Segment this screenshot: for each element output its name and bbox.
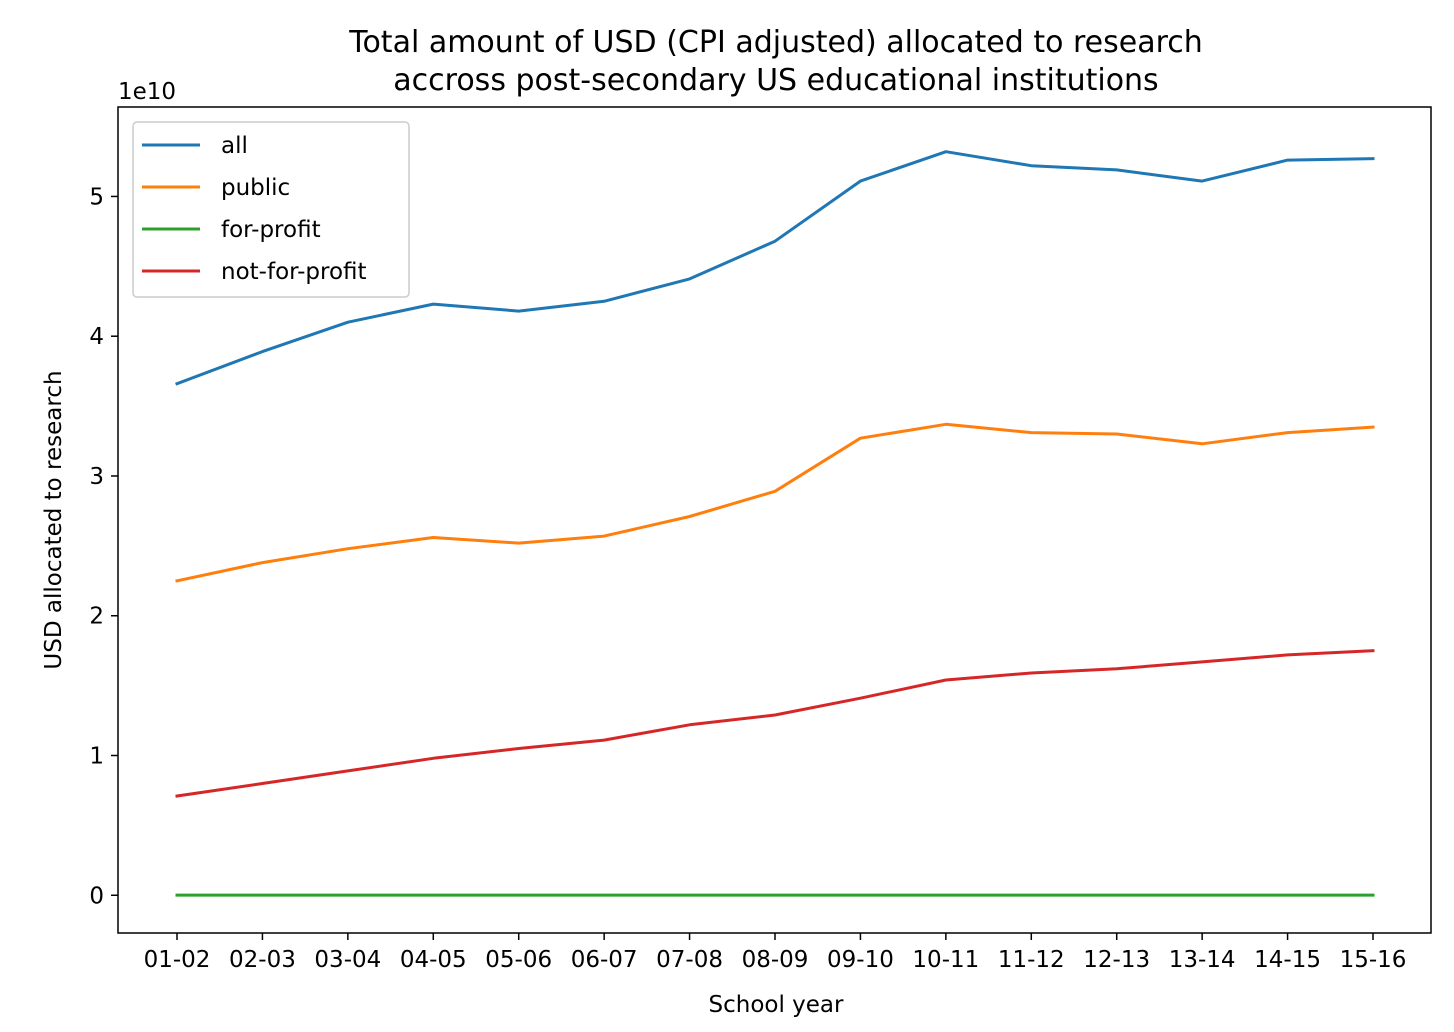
- x-tick-label: 11-12: [998, 947, 1065, 973]
- y-tick-label: 5: [89, 184, 104, 210]
- y-axis: 0 1 2 3 4 5: [89, 184, 118, 909]
- chart-subtitle: accross post-secondary US educational in…: [393, 63, 1158, 98]
- y-axis-label: USD allocated to research: [41, 370, 67, 669]
- x-axis-label: School year: [709, 992, 845, 1018]
- series-line-not-for-profit: [175, 649, 1375, 798]
- x-tick-label: 14-15: [1254, 947, 1321, 973]
- y-tick-label: 0: [89, 883, 104, 909]
- x-tick-label: 01-02: [144, 947, 211, 973]
- y-tick-label: 2: [89, 604, 104, 630]
- legend-label: not-for-profit: [221, 259, 367, 285]
- x-tick-label: 04-05: [400, 947, 467, 973]
- y-tick-label: 4: [89, 324, 104, 350]
- x-tick-label: 12-13: [1083, 947, 1150, 973]
- legend-label: for-profit: [221, 217, 321, 243]
- chart-title: Total amount of USD (CPI adjusted) alloc…: [348, 25, 1203, 60]
- legend-label: public: [221, 175, 290, 201]
- y-tick-label: 3: [89, 464, 104, 490]
- x-tick-label: 05-06: [485, 947, 552, 973]
- x-axis: 01-02 02-03 03-04 04-05 05-06 06-07 07-08 08-09…: [144, 933, 1407, 973]
- series-line-all: [175, 150, 1375, 386]
- x-tick-label: 13-14: [1169, 947, 1236, 973]
- y-tick-label: 1: [89, 744, 104, 770]
- x-tick-label: 10-11: [912, 947, 979, 973]
- legend-label: all: [221, 133, 248, 159]
- x-tick-label: 02-03: [229, 947, 296, 973]
- x-tick-label: 08-09: [742, 947, 809, 973]
- y-scale-label: 1e10: [118, 79, 176, 105]
- x-tick-label: 06-07: [571, 947, 638, 973]
- legend-box: [132, 121, 410, 298]
- plot-area: [175, 150, 1375, 897]
- series-line-public: [175, 422, 1375, 583]
- x-tick-label: 07-08: [656, 947, 723, 973]
- x-tick-label: 09-10: [827, 947, 894, 973]
- legend: all public for-profit not-for-profit: [132, 121, 410, 298]
- x-tick-label: 03-04: [314, 947, 381, 973]
- x-tick-label: 15-16: [1340, 947, 1407, 973]
